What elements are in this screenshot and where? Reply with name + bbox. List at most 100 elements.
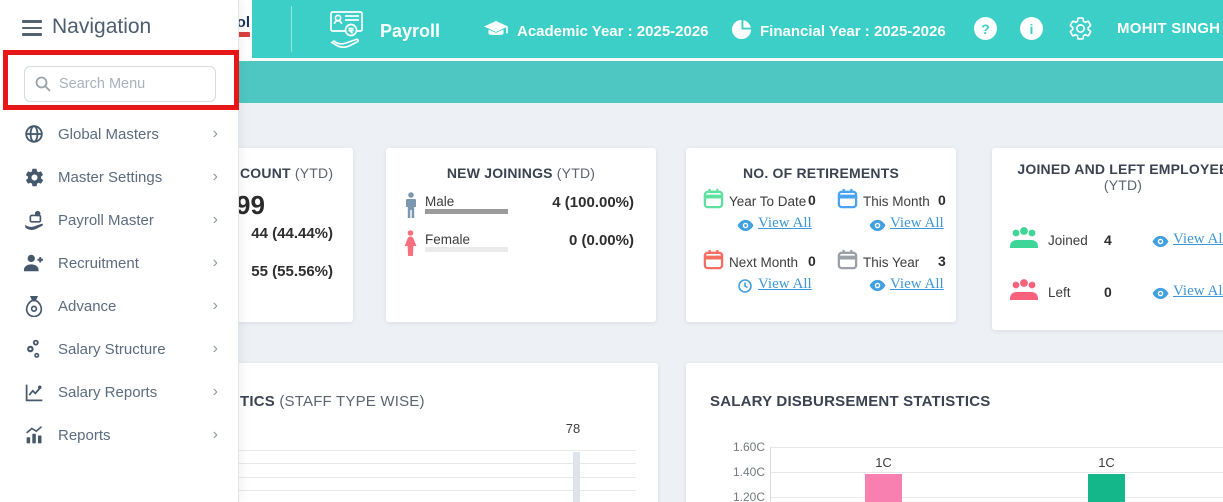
search-icon — [35, 76, 51, 92]
female-icon — [401, 230, 420, 262]
hamburger-menu-icon[interactable] — [22, 20, 42, 36]
sidebar-item-master-settings[interactable]: Master Settings › — [0, 155, 238, 199]
salary-chart-card: SALARY DISBURSEMENT STATISTICS 1.60C 1.4… — [686, 363, 1223, 502]
sidebar-item-label: Recruitment — [58, 254, 139, 272]
people-group-green-icon — [1008, 226, 1040, 255]
retirements-title: NO. OF RETIREMENTS — [742, 165, 900, 181]
staff-bar[interactable] — [573, 452, 580, 502]
settings-gear-icon[interactable] — [1068, 16, 1093, 46]
info-glyph: i — [1029, 20, 1034, 37]
y-tick: 1.40C — [732, 465, 765, 479]
employee-count-total: 99 — [236, 190, 265, 220]
payroll-hand-icon — [22, 208, 46, 232]
salary-bar2-value: 1C — [1098, 455, 1115, 470]
sidebar-item-salary-structure[interactable]: Salary Structure › — [0, 327, 238, 371]
this-year-value: 3 — [938, 253, 946, 269]
calendar-gray-icon — [836, 248, 859, 276]
joined-left-title: JOINED AND LEFT EMPLOYEE — [1017, 161, 1223, 177]
chevron-right-icon: › — [212, 211, 218, 228]
gridline — [770, 472, 1223, 473]
eye-icon — [1152, 235, 1169, 253]
y-tick: 1.60C — [732, 440, 765, 454]
coins-icon — [22, 337, 46, 361]
joined-label: Joined — [1048, 233, 1088, 248]
payroll-module-header: Payroll — [326, 9, 440, 54]
salary-chart-title: SALARY DISBURSEMENT STATISTICS — [710, 393, 991, 410]
financial-year: Financial Year : 2025-2026 — [731, 19, 946, 44]
employee-count-value2: 55 (55.56%) — [251, 263, 333, 280]
financial-year-label: Financial Year : 2025-2026 — [760, 23, 946, 40]
eye-icon — [869, 219, 886, 237]
sidebar-item-advance[interactable]: Advance › — [0, 284, 238, 328]
next-month-value: 0 — [808, 253, 816, 269]
employee-count-value1: 44 (44.44%) — [251, 225, 333, 242]
left-view-all-link[interactable]: View All — [1173, 283, 1223, 299]
chevron-right-icon: › — [212, 254, 218, 271]
employee-count-title: COUNT (YTD) — [240, 165, 334, 181]
ytd-view-all-link[interactable]: View All — [758, 215, 812, 231]
salary-bar-green[interactable] — [1088, 474, 1125, 502]
calendar-red-icon — [702, 248, 725, 276]
next-month-label: Next Month — [729, 255, 799, 270]
ytd-value: 0 — [808, 192, 816, 208]
sidebar-item-payroll-master[interactable]: Payroll Master › — [0, 198, 238, 242]
sidebar-item-reports[interactable]: Reports › — [0, 413, 238, 457]
chevron-right-icon: › — [212, 168, 218, 185]
salary-bar1-value: 1C — [875, 455, 892, 470]
eye-icon — [1152, 287, 1169, 305]
sidebar-item-salary-reports[interactable]: Salary Reports › — [0, 370, 238, 414]
joined-left-title-suffix: (YTD) — [1103, 177, 1143, 193]
bar-chart-icon — [22, 423, 46, 447]
ytd-label: Year To Date — [729, 194, 807, 209]
this-month-view-all-link[interactable]: View All — [890, 215, 944, 231]
chevron-right-icon: › — [212, 426, 218, 443]
this-year-view-all-link[interactable]: View All — [890, 276, 944, 292]
payroll-title: Payroll — [380, 21, 441, 41]
this-year-label: This Year — [863, 255, 920, 270]
eye-icon — [869, 279, 886, 297]
username[interactable]: MOHIT SINGH PA — [1117, 20, 1223, 37]
left-value: 0 — [1104, 284, 1112, 300]
sidebar-item-label: Reports — [58, 426, 111, 444]
money-bag-icon — [22, 294, 46, 318]
graduation-cap-icon — [483, 19, 509, 43]
help-icon[interactable]: ? — [974, 17, 997, 40]
pie-chart-icon — [731, 19, 752, 44]
new-joinings-title: NEW JOININGS (YTD) — [446, 165, 596, 181]
people-group-red-icon — [1008, 278, 1040, 307]
sidebar-item-global-masters[interactable]: Global Masters › — [0, 112, 238, 156]
chart-report-icon — [22, 380, 46, 404]
new-joinings-card: NEW JOININGS (YTD) Male 4 (100.00%) Fema… — [386, 148, 656, 322]
chevron-right-icon: › — [212, 297, 218, 314]
gridline — [150, 490, 636, 491]
navigation-sidebar: Navigation Global Masters › Master Set — [0, 0, 239, 502]
salary-bar-pink[interactable] — [865, 474, 902, 502]
sidebar-item-label: Salary Structure — [58, 340, 166, 358]
calendar-green-icon — [702, 187, 725, 215]
sidebar-item-recruitment[interactable]: Recruitment › — [0, 241, 238, 285]
search-menu-box[interactable] — [24, 66, 216, 102]
sidebar-item-label: Master Settings — [58, 168, 163, 186]
globe-gear-icon — [22, 122, 46, 146]
female-value: 0 (0.00%) — [568, 232, 634, 249]
academic-year: Academic Year : 2025-2026 — [483, 19, 709, 43]
this-month-label: This Month — [863, 194, 930, 209]
joined-view-all-link[interactable]: View All — [1173, 231, 1223, 247]
person-plus-icon — [22, 251, 46, 275]
sidebar-item-label: Advance — [58, 297, 117, 315]
search-menu-input[interactable] — [57, 75, 191, 93]
gridline — [150, 463, 636, 464]
sidebar-item-label: Payroll Master — [58, 211, 154, 229]
info-icon[interactable]: i — [1020, 17, 1043, 40]
gridline — [770, 497, 1223, 498]
next-month-view-all-link[interactable]: View All — [758, 276, 812, 292]
this-month-value: 0 — [938, 192, 946, 208]
chevron-right-icon: › — [212, 383, 218, 400]
header-divider — [0, 58, 1223, 61]
header-separator — [291, 6, 292, 52]
clock-icon — [738, 279, 752, 298]
payroll-logo-icon — [326, 9, 370, 54]
retirements-card: NO. OF RETIREMENTS Year To Date 0 View A… — [686, 148, 956, 322]
joined-value: 4 — [1104, 232, 1112, 248]
